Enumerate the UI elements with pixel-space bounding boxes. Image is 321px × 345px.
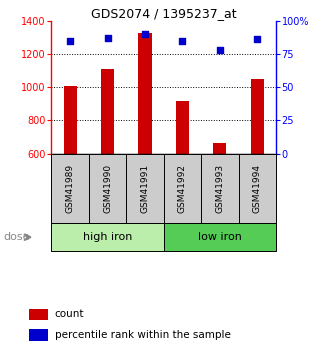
Bar	[176, 101, 189, 154]
Text: GSM41994: GSM41994	[253, 164, 262, 213]
Text: high iron: high iron	[83, 232, 132, 242]
Point	[217, 47, 222, 53]
Point	[143, 31, 148, 37]
Text: GSM41991: GSM41991	[141, 164, 150, 213]
Bar	[138, 33, 152, 154]
Bar	[64, 86, 77, 154]
Bar	[29, 308, 48, 320]
Text: GSM41989: GSM41989	[65, 164, 74, 213]
Point	[255, 37, 260, 42]
Bar	[29, 329, 48, 341]
Text: dose: dose	[3, 232, 30, 242]
Bar	[101, 69, 114, 154]
Text: low iron: low iron	[198, 232, 242, 242]
Text: count: count	[55, 309, 84, 319]
Text: GSM41992: GSM41992	[178, 164, 187, 213]
Point	[180, 38, 185, 43]
Bar	[164, 224, 276, 251]
Bar	[213, 143, 226, 154]
Text: GSM41993: GSM41993	[215, 164, 224, 213]
Bar	[251, 79, 264, 154]
Bar	[51, 224, 164, 251]
Title: GDS2074 / 1395237_at: GDS2074 / 1395237_at	[91, 7, 237, 20]
Text: GSM41990: GSM41990	[103, 164, 112, 213]
Point	[67, 38, 73, 43]
Text: percentile rank within the sample: percentile rank within the sample	[55, 330, 230, 340]
Point	[105, 35, 110, 41]
